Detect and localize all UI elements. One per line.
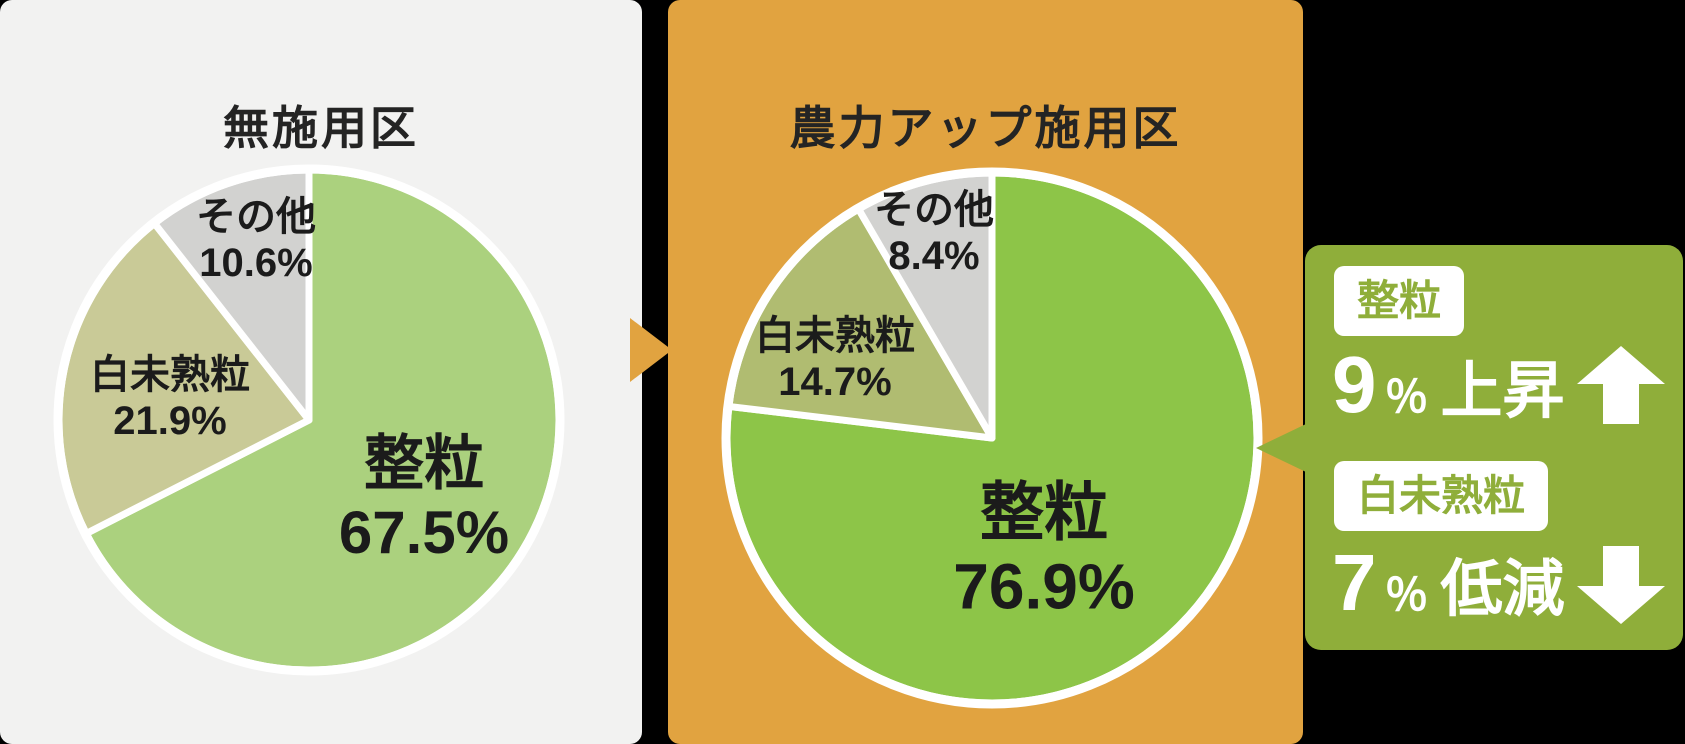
badge-whole-grain: 整粒 [1334,266,1465,336]
pie-label-whole-grain-value: 76.9% [953,550,1135,622]
stat-white-immature-unit: ％ [1384,571,1429,620]
panel-treated-title: 農力アップ施用区 [789,102,1182,155]
pie-label-whole-grain-treated: 整粒 76.9% [953,476,1134,623]
stat-whole-grain-value: 9 [1332,340,1377,429]
pie-label-whole-grain-untreated: 整粒 67.5% [339,429,509,567]
panel-treated: 農力アップ施用区 その他 8.4% 白未熟粒 14.7% 整粒 76.9% [668,0,1303,744]
pie-label-whole-grain-name: 整粒 [980,476,1108,549]
pie-label-other-treated: その他 8.4% [874,187,994,279]
pie-label-white-immature-name: 白未熟粒 [755,314,915,358]
up-arrow-icon [1577,346,1665,424]
pie-label-whole-grain-name: 整粒 [363,430,484,497]
right-arrow-icon [630,318,672,382]
panel-untreated: 無施用区 その他 10.6% 白未熟粒 21.9% 整粒 67.5% [0,0,642,744]
pie-label-white-immature-value: 14.7% [778,360,892,404]
pie-label-other-name: その他 [196,195,316,239]
stat-white-immature-verb: 低減 [1440,555,1565,624]
stat-whole-grain-unit: ％ [1384,373,1429,422]
pie-label-white-immature-value: 21.9% [113,399,227,443]
stat-white-immature: 7 ％ 低減 [1332,543,1565,623]
stat-whole-grain: 9 ％ 上昇 [1332,345,1565,425]
panel-untreated-title: 無施用区 [223,102,419,155]
pie-label-other-value: 10.6% [199,241,313,285]
pie-label-white-immature-name: 白未熟粒 [90,353,250,397]
down-arrow-icon [1577,546,1665,624]
badge-white-immature: 白未熟粒 [1334,461,1549,531]
stat-whole-grain-verb: 上昇 [1440,357,1565,426]
pie-label-other-untreated: その他 10.6% [196,194,316,286]
pie-label-other-value: 8.4% [888,234,980,278]
pie-label-white-immature-treated: 白未熟粒 14.7% [755,313,915,405]
pie-chart-untreated [53,164,565,676]
pie-label-other-name: その他 [874,188,994,232]
pie-label-whole-grain-value: 67.5% [338,499,510,566]
stat-white-immature-value: 7 [1332,538,1377,627]
pie-label-white-immature-untreated: 白未熟粒 21.9% [90,352,250,444]
callout-pointer-icon [1256,424,1306,472]
pie-outer-ring [53,164,565,676]
result-callout: 整粒 9 ％ 上昇 白未熟粒 7 ％ 低減 [1305,245,1683,650]
